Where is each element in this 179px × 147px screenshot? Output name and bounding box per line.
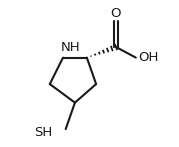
Text: SH: SH <box>34 126 52 139</box>
Text: NH: NH <box>61 41 80 54</box>
Text: O: O <box>111 7 121 20</box>
Text: OH: OH <box>139 51 159 64</box>
